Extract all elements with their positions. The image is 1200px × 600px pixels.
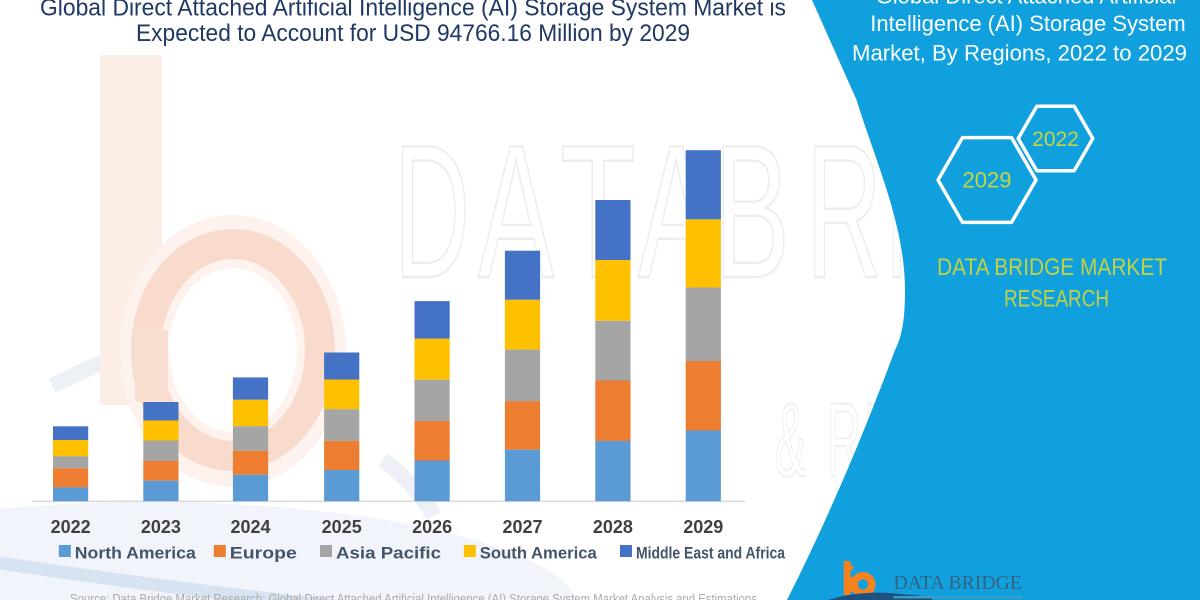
svg-text:Middle East and Africa: Middle East and Africa — [636, 544, 785, 563]
svg-text:2023: 2023 — [141, 517, 181, 537]
svg-text:DATA BRIDGE: DATA BRIDGE — [894, 572, 1023, 594]
svg-text:2024: 2024 — [230, 517, 270, 537]
svg-text:RESEARCH: RESEARCH — [1004, 286, 1109, 313]
svg-text:2022: 2022 — [1032, 128, 1079, 151]
svg-text:2022: 2022 — [51, 517, 91, 537]
svg-text:DATA BRIDGE MARKET: DATA BRIDGE MARKET — [937, 254, 1167, 281]
svg-text:D: D — [394, 106, 470, 318]
svg-text:Asia Pacific: Asia Pacific — [336, 544, 441, 563]
svg-text:Europe: Europe — [230, 544, 297, 563]
svg-text:2027: 2027 — [502, 517, 542, 537]
svg-text:2026: 2026 — [412, 517, 452, 537]
svg-text:Global Direct Attached Artific: Global Direct Attached Artificial — [876, 0, 1177, 9]
svg-text:Market, By Regions, 2022 to 20: Market, By Regions, 2022 to 2029 — [852, 41, 1187, 66]
svg-text:South America: South America — [480, 544, 598, 563]
svg-text:Intelligence (AI) Storage Syst: Intelligence (AI) Storage System — [870, 11, 1185, 36]
svg-text:North America: North America — [75, 544, 197, 563]
svg-text:2028: 2028 — [593, 517, 633, 537]
svg-text:Global Direct Attached Artific: Global Direct Attached Artificial Intell… — [40, 0, 786, 22]
svg-text:Expected to Account for USD 94: Expected to Account for USD 94766.16 Mil… — [136, 20, 690, 47]
svg-text:B: B — [714, 106, 790, 318]
svg-text:2029: 2029 — [963, 168, 1012, 193]
svg-text:2029: 2029 — [683, 517, 723, 537]
svg-text:2025: 2025 — [322, 517, 362, 537]
svg-text:Source: Data Bridge Market Res: Source: Data Bridge Market Research; Glo… — [70, 591, 757, 600]
